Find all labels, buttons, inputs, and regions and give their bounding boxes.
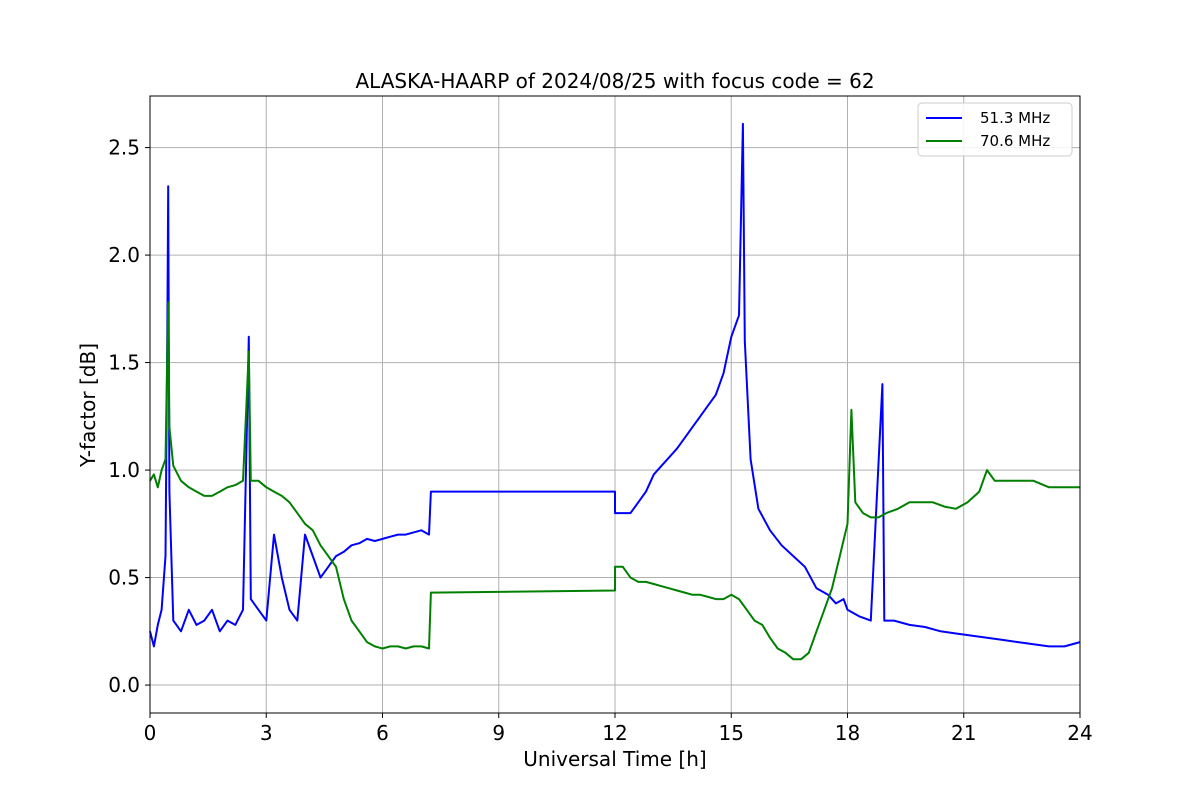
x-tick-label: 18	[835, 721, 860, 745]
x-tick-label: 6	[376, 721, 389, 745]
x-tick-label: 0	[144, 721, 157, 745]
y-tick-label: 1.0	[108, 458, 140, 482]
x-tick-label: 15	[719, 721, 744, 745]
series-line-51-3-mhz	[149, 122, 1081, 648]
chart-title: ALASKA-HAARP of 2024/08/25 with focus co…	[355, 69, 874, 93]
legend: 51.3 MHz 70.6 MHz	[917, 102, 1073, 157]
series-line-70-6-mhz	[149, 301, 1080, 661]
legend-box	[917, 102, 1073, 157]
x-tick-label: 21	[951, 721, 976, 745]
y-tick-label: 1.5	[108, 351, 140, 375]
series-layer	[149, 122, 1081, 661]
y-tick-label: 0.0	[108, 673, 140, 697]
y-tick-label: 2.0	[108, 243, 140, 267]
x-axis: 0 3 6 9 12 15 18 21 24	[144, 713, 1093, 745]
y-axis-label: Y-factor [dB]	[76, 343, 100, 468]
legend-label-70-6-mhz: 70.6 MHz	[980, 132, 1050, 150]
y-axis: 0.0 0.5 1.0 1.5 2.0 2.5	[108, 136, 150, 697]
y-tick-label: 0.5	[108, 566, 140, 590]
x-axis-label: Universal Time [h]	[523, 747, 706, 771]
x-tick-label: 9	[492, 721, 505, 745]
y-tick-label: 2.5	[108, 136, 140, 160]
legend-label-51-3-mhz: 51.3 MHz	[980, 109, 1050, 127]
x-tick-label: 12	[602, 721, 627, 745]
x-tick-label: 3	[260, 721, 273, 745]
x-tick-label: 24	[1067, 721, 1092, 745]
